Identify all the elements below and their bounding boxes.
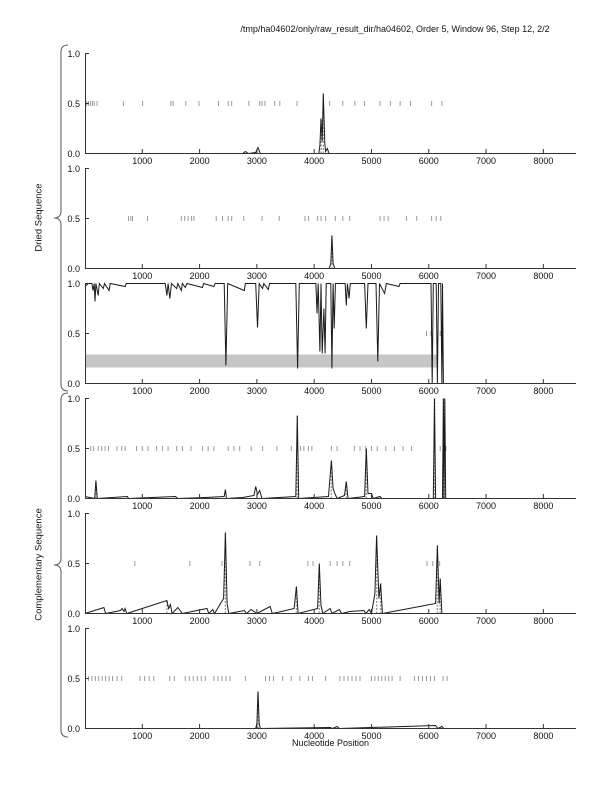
plot-area [85,53,576,155]
x-tick-label: 5000 [361,731,382,741]
x-tick-label: 5000 [361,156,382,166]
data-line [85,93,446,155]
subplot-dried-profile-2 [85,168,576,269]
y-tick-label: 1.0 [67,48,80,59]
x-tick-label: 2000 [189,616,210,626]
subplot-complementary-profile-2 [84,513,576,615]
y-tick-label: 1.0 [67,623,80,634]
x-tick-label: 1000 [132,501,153,511]
x-tick-label: 2000 [189,501,210,511]
x-tick-label: 3000 [246,616,267,626]
x-tick-label: 2000 [189,156,210,166]
x-tick-label: 8000 [533,501,554,511]
x-tick-label: 8000 [533,616,554,626]
x-tick-label: 2000 [189,731,210,741]
x-tick-label: 4000 [304,616,325,626]
plot-area [85,168,576,269]
x-tick-label: 4000 [304,386,325,396]
y-tick-label: 0.5 [67,328,80,339]
y-tick-label: 0.5 [67,443,80,454]
y-tick-label: 0.0 [67,493,80,504]
y-tick-label: 0.5 [67,673,80,684]
data-line [84,532,446,615]
x-tick-label: 8000 [533,271,554,281]
subplot-similarity-profile [84,281,576,384]
complementary-sequence-label: Complementary Sequence [33,508,45,621]
x-tick-label: 6000 [418,501,439,511]
y-tick-label: 0.0 [67,148,80,159]
x-tick-label: 7000 [476,156,497,166]
y-tick-label: 0.5 [67,98,80,109]
y-tick-label: 0.0 [67,378,80,389]
x-tick-label: 8000 [533,731,554,741]
y-tick-label: 0.0 [67,723,80,734]
x-tick-label: 2000 [189,271,210,281]
data-line [84,398,447,500]
subplot-dried-profile-1 [85,53,576,155]
x-tick-label: 7000 [476,501,497,511]
dried-sequence-brace [53,44,69,392]
x-tick-label: 7000 [476,616,497,626]
y-tick-label: 0.5 [67,558,80,569]
x-tick-label: 1000 [132,731,153,741]
x-tick-label: 3000 [246,156,267,166]
x-tick-label: 7000 [476,386,497,396]
x-tick-label: 8000 [533,156,554,166]
y-tick-label: 0.0 [67,608,80,619]
x-tick-label: 3000 [246,731,267,741]
plot-area [84,398,576,500]
subplot-complementary-profile-3 [85,628,576,730]
y-tick-label: 1.0 [67,508,80,519]
complementary-sequence-brace [53,392,69,738]
dried-sequence-label: Dried Sequence [33,183,45,252]
x-tick-label: 4000 [304,156,325,166]
data-line [85,235,446,269]
x-tick-label: 1000 [132,616,153,626]
threshold-band [85,354,438,368]
x-tick-label: 6000 [418,386,439,396]
x-tick-label: 2000 [189,386,210,396]
x-tick-label: 4000 [304,271,325,281]
x-tick-label: 1000 [132,156,153,166]
y-tick-label: 1.0 [67,278,80,289]
x-tick-label: 3000 [246,271,267,281]
y-tick-label: 0.0 [67,263,80,274]
y-tick-label: 0.5 [67,213,80,224]
subplot-complementary-profile-1 [84,398,576,500]
x-tick-label: 5000 [361,271,382,281]
x-tick-label: 6000 [418,156,439,166]
x-tick-label: 1000 [132,271,153,281]
x-tick-label: 7000 [476,731,497,741]
x-tick-label: 6000 [418,616,439,626]
x-tick-label: 7000 [476,271,497,281]
data-line [84,281,444,384]
x-tick-label: 6000 [418,271,439,281]
plot-area [84,513,576,615]
y-tick-label: 1.0 [67,393,80,404]
x-tick-label: 5000 [361,616,382,626]
x-tick-label: 4000 [304,501,325,511]
x-tick-label: 1000 [132,386,153,396]
plot-area [85,628,576,730]
data-line [85,691,446,730]
x-tick-label: 3000 [246,501,267,511]
x-tick-label: 4000 [304,731,325,741]
x-tick-label: 5000 [361,501,382,511]
figure-title: /tmp/ha04602/only/raw_result_dir/ha04602… [240,24,550,34]
x-tick-label: 8000 [533,386,554,396]
x-tick-label: 3000 [246,386,267,396]
y-tick-label: 1.0 [67,163,80,174]
plot-area [84,281,576,384]
x-tick-label: 6000 [418,731,439,741]
x-axis-label: Nucleotide Position [291,738,370,748]
x-tick-label: 5000 [361,386,382,396]
